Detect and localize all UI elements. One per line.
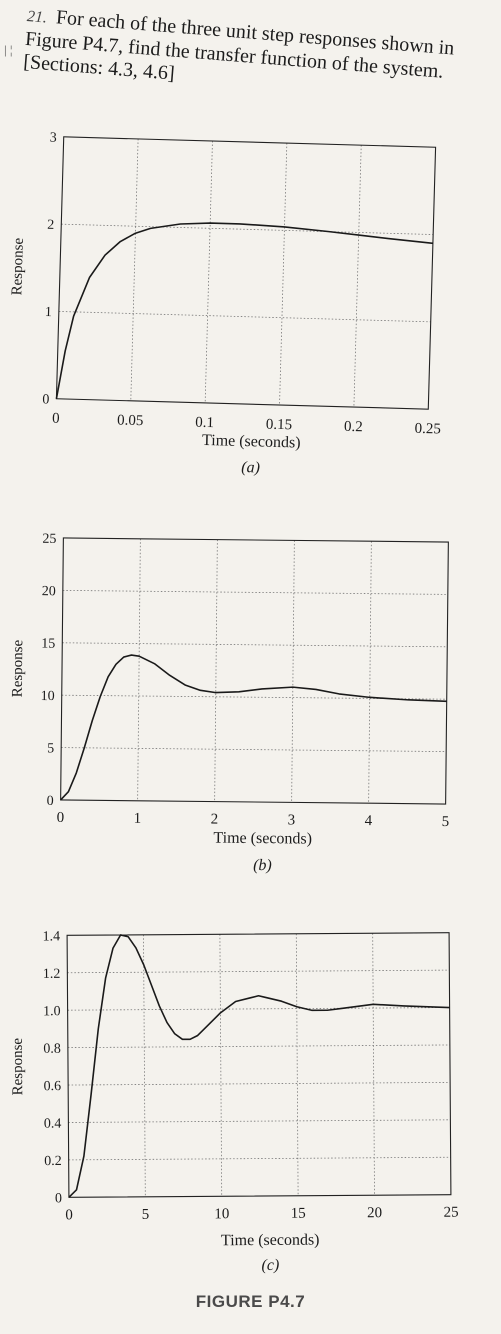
y-tick-label: 5 bbox=[47, 741, 54, 756]
x-tick-label: 5 bbox=[442, 814, 450, 830]
x-axis-label: Time (seconds) bbox=[213, 830, 312, 848]
grid-line-vertical bbox=[368, 541, 372, 804]
plot-frame bbox=[60, 537, 449, 805]
y-tick-label: 0.2 bbox=[44, 1154, 62, 1169]
grid-line-vertical bbox=[143, 934, 146, 1197]
y-axis-label: Response bbox=[10, 1038, 26, 1096]
grid-line-horizontal bbox=[68, 1156, 451, 1161]
y-tick-label: 15 bbox=[41, 637, 55, 652]
y-tick-label: 0 bbox=[42, 392, 49, 407]
grid-line-horizontal bbox=[68, 1081, 451, 1086]
y-axis-label: Response bbox=[9, 237, 27, 295]
x-tick-label: 0 bbox=[52, 411, 60, 427]
grid-line-vertical bbox=[353, 145, 362, 408]
y-tick-label: 3 bbox=[49, 130, 56, 145]
x-tick-label: 0 bbox=[57, 810, 65, 826]
x-tick-label: 2 bbox=[211, 812, 219, 828]
grid-line-vertical bbox=[214, 539, 218, 802]
y-tick-label: 0 bbox=[47, 794, 54, 809]
y-axis-label: Response bbox=[10, 639, 27, 697]
panel-label: (b) bbox=[253, 857, 272, 874]
grid-line-vertical bbox=[291, 540, 295, 803]
grid-line-vertical bbox=[372, 933, 375, 1196]
chart-panel-b: 0 1 2 3 4 5 0 5 10 15 20 25 Time (seconds) Response (b… bbox=[0, 520, 501, 910]
x-tick-label: 1 bbox=[134, 811, 142, 827]
y-tick-label: 25 bbox=[42, 532, 56, 547]
chart-group: 0 5 10 15 20 25 0 0.2 0.4 0.6 0.8 1.0 1.2 1.4 Time (se… bbox=[10, 929, 459, 1274]
grid-line-vertical bbox=[295, 933, 299, 1196]
chart-b-svg: 0 1 2 3 4 5 0 5 10 15 20 25 Time (seconds) Response (b… bbox=[10, 532, 450, 874]
response-curve bbox=[60, 654, 447, 801]
x-tick-label: 4 bbox=[365, 813, 373, 829]
grid-line-horizontal bbox=[62, 642, 448, 648]
grid-line-horizontal bbox=[67, 1044, 450, 1049]
y-tick-label: 10 bbox=[41, 689, 55, 704]
chart-group: 0 0.05 0.1 0.15 0.2 0.25 0 1 2 3 Time (seconds) Res… bbox=[9, 130, 441, 477]
grid-line-vertical bbox=[279, 143, 288, 405]
grid-line-vertical bbox=[204, 141, 213, 403]
y-tick-label: 0.4 bbox=[44, 1117, 62, 1132]
x-tick-label: 5 bbox=[142, 1207, 150, 1223]
x-tick-label: 15 bbox=[291, 1206, 306, 1222]
y-tick-label: 0.6 bbox=[44, 1079, 62, 1094]
chart-c-svg: 0 5 10 15 20 25 0 0.2 0.4 0.6 0.8 1.0 1.2 1.4 Time (se… bbox=[10, 929, 459, 1274]
grid-line-horizontal bbox=[61, 747, 447, 753]
grid-line-vertical bbox=[130, 138, 139, 401]
response-curve bbox=[55, 222, 433, 399]
chart-a-svg: 0 0.05 0.1 0.15 0.2 0.25 0 1 2 3 Time (seconds) Res… bbox=[9, 130, 441, 477]
y-tick-label: 2 bbox=[47, 218, 54, 233]
grid-line-horizontal bbox=[67, 1007, 450, 1011]
y-tick-label: 0.8 bbox=[43, 1042, 61, 1057]
figure-label: FIGURE P4.7 bbox=[195, 1292, 306, 1311]
grid-line-vertical bbox=[219, 934, 223, 1197]
x-tick-label: 3 bbox=[288, 812, 296, 828]
margin-mark: | ¦ bbox=[4, 42, 13, 57]
problem-text: For each of the three unit step response… bbox=[22, 6, 456, 85]
chart-panel-c: 0 5 10 15 20 25 0 0.2 0.4 0.6 0.8 1.0 1.2 1.4 Time (se… bbox=[0, 920, 501, 1290]
grid-line-vertical bbox=[137, 538, 141, 801]
grid-line-horizontal bbox=[61, 223, 434, 235]
y-tick-label: 1.2 bbox=[43, 967, 61, 982]
y-tick-label: 0 bbox=[55, 1191, 62, 1206]
panel-label: (a) bbox=[241, 459, 260, 477]
x-axis-label: Time (seconds) bbox=[221, 1232, 320, 1250]
chart-group: 0 1 2 3 4 5 0 5 10 15 20 25 Time (seconds) Response (b… bbox=[10, 532, 450, 874]
y-tick-label: 1.0 bbox=[43, 1004, 61, 1019]
problem-number: 21. bbox=[26, 7, 48, 27]
chart-panel-a: 0 0.05 0.1 0.15 0.2 0.25 0 1 2 3 Time (seconds) Res… bbox=[0, 120, 501, 500]
y-tick-label: 1.4 bbox=[43, 929, 61, 944]
panel-label: (c) bbox=[261, 1257, 279, 1274]
y-tick-label: 1 bbox=[45, 305, 52, 320]
grid-line-horizontal bbox=[62, 589, 448, 595]
x-tick-label: 0.15 bbox=[266, 417, 293, 434]
response-curve bbox=[68, 934, 450, 1198]
plot-frame bbox=[66, 932, 452, 1198]
x-tick-label: 0.2 bbox=[344, 419, 363, 436]
grid-line-horizontal bbox=[67, 969, 450, 974]
x-tick-label: 25 bbox=[443, 1205, 458, 1221]
x-tick-label: 0 bbox=[65, 1207, 73, 1223]
problem-statement: 21. For each of the three unit step resp… bbox=[23, 4, 487, 110]
y-tick-label: 20 bbox=[42, 584, 56, 599]
grid-line-horizontal bbox=[58, 311, 431, 323]
x-tick-label: 0.1 bbox=[195, 415, 214, 432]
x-tick-label: 0.05 bbox=[117, 412, 144, 429]
x-axis-label: Time (seconds) bbox=[202, 432, 301, 452]
plot-frame bbox=[55, 136, 437, 410]
x-tick-label: 10 bbox=[214, 1206, 229, 1222]
x-tick-label: 0.25 bbox=[414, 421, 441, 438]
x-tick-label: 20 bbox=[367, 1205, 382, 1221]
grid-line-horizontal bbox=[68, 1119, 451, 1123]
